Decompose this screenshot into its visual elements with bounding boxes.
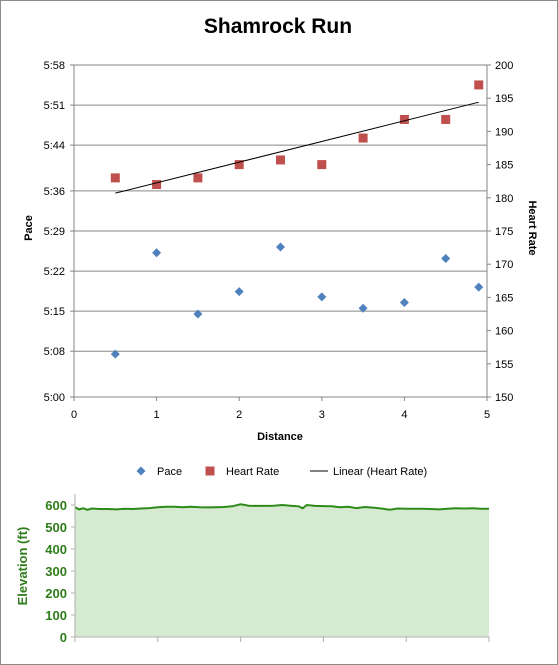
elevation-tick-label: 100	[45, 608, 67, 623]
elevation-tick-label: 600	[45, 498, 67, 513]
y2-tick-label: 165	[495, 292, 513, 304]
legend-heart-rate-marker	[205, 466, 215, 476]
y-tick-label: 5:51	[44, 100, 65, 112]
y2-tick-label: 170	[495, 259, 513, 271]
elevation-tick-label: 400	[45, 542, 67, 557]
y-tick-label: 5:36	[44, 186, 65, 198]
y-tick-label: 5:00	[44, 392, 65, 404]
heart-rate-point	[234, 160, 244, 170]
y-tick-label: 5:29	[44, 226, 65, 238]
x-tick-label: 4	[401, 409, 407, 421]
legend-trendline-label: Linear (Heart Rate)	[333, 466, 427, 478]
x-tick-label: 2	[236, 409, 242, 421]
pace-point	[152, 248, 162, 258]
x-tick-label: 5	[484, 409, 490, 421]
elevation-area	[75, 504, 489, 637]
y2-tick-label: 195	[495, 93, 513, 105]
elevation-axis-title: Elevation (ft)	[15, 527, 30, 606]
heart-rate-point	[193, 173, 203, 183]
y-tick-label: 5:58	[44, 60, 65, 72]
pace-point	[317, 292, 327, 302]
heart-rate-point	[441, 114, 451, 124]
y2-axis-title: Heart Rate	[526, 200, 538, 255]
y2-tick-label: 200	[495, 60, 513, 72]
heart-rate-point	[317, 160, 327, 170]
y2-tick-label: 160	[495, 326, 513, 338]
heart-rate-point	[399, 114, 409, 124]
y2-tick-label: 190	[495, 126, 513, 138]
y-tick-label: 5:22	[44, 266, 65, 278]
pace-point	[441, 253, 451, 263]
heart-rate-point	[276, 155, 285, 165]
y2-tick-label: 175	[495, 226, 513, 238]
pace-point	[193, 309, 203, 319]
pace-point	[358, 303, 368, 313]
y2-tick-label: 180	[495, 193, 513, 205]
trendline-heart-rate	[115, 101, 479, 194]
x-axis-title: Distance	[257, 431, 303, 443]
heart-rate-point	[152, 180, 162, 190]
elevation-line	[74, 503, 489, 511]
x-tick-label: 3	[319, 409, 325, 421]
x-tick-label: 1	[154, 409, 160, 421]
y-axis-title: Pace	[23, 215, 35, 241]
legend-pace-label: Pace	[157, 466, 182, 478]
pace-point	[110, 349, 120, 359]
pace-point	[234, 287, 244, 297]
legend: Pace Heart Rate Linear (Heart Rate)	[136, 466, 427, 478]
y2-tick-label: 150	[495, 392, 513, 404]
heart-rate-point	[110, 173, 120, 183]
y-tick-label: 5:08	[44, 346, 65, 358]
elevation-tick-label: 300	[45, 564, 67, 579]
y-tick-label: 5:15	[44, 306, 65, 318]
legend-pace-marker	[136, 466, 146, 476]
pace-point	[474, 282, 484, 292]
chart-title: Shamrock Run	[204, 15, 352, 38]
y2-tick-label: 155	[495, 359, 513, 371]
heart-rate-point	[358, 133, 368, 143]
y-tick-label: 5:44	[44, 140, 65, 152]
elevation-tick-label: 500	[45, 520, 67, 535]
heart-rate-point	[474, 80, 484, 90]
elevation-tick-label: 0	[60, 630, 67, 645]
legend-heart-rate-label: Heart Rate	[226, 466, 279, 478]
elevation-plot: 0 100 200 300 400 500 600	[45, 494, 490, 645]
elevation-tick-label: 200	[45, 586, 67, 601]
pace-point	[276, 242, 285, 252]
pace-point	[399, 298, 409, 308]
y2-tick-label: 185	[495, 160, 513, 172]
scatter-plot: 5:005:085:155:225:295:365:445:515:581501…	[44, 60, 514, 421]
x-tick-label: 0	[71, 409, 77, 421]
